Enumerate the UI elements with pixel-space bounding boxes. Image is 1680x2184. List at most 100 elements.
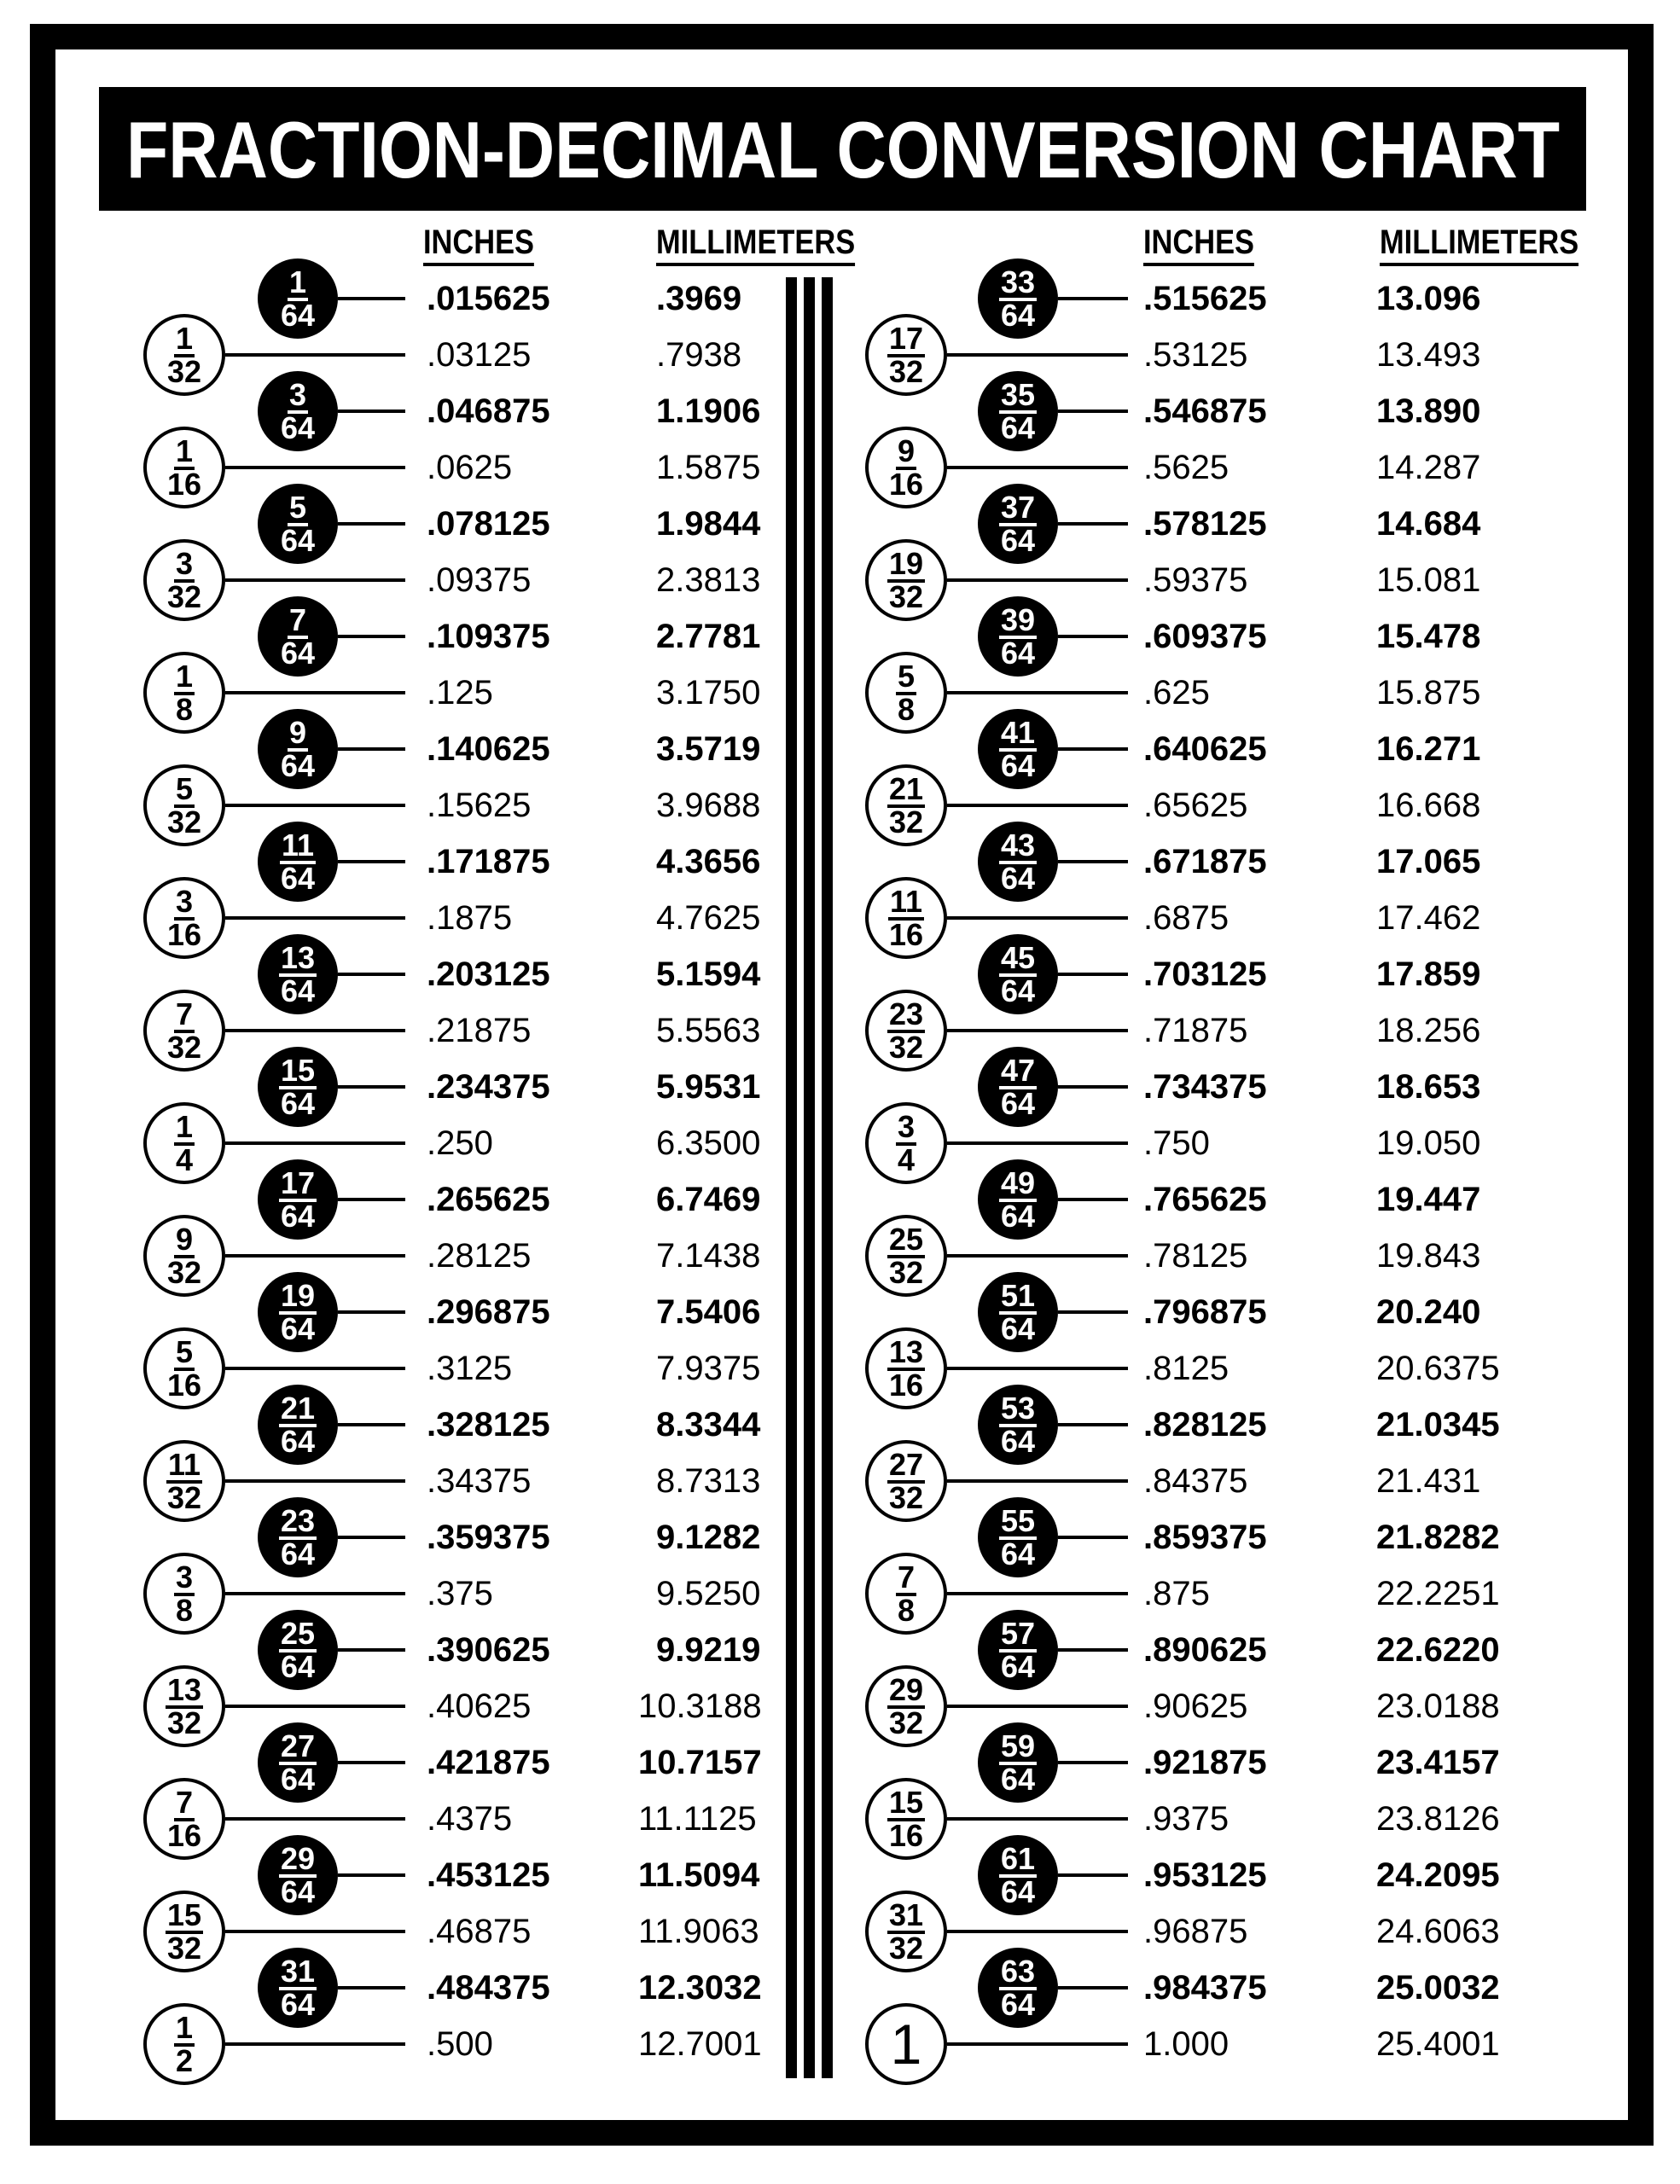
fraction-64th-circle: 11 64: [258, 822, 338, 902]
leader-line: [1058, 1198, 1128, 1201]
fraction-numerator: 9: [173, 1221, 195, 1258]
fraction-numerator: 41: [998, 714, 1038, 752]
inches-value: .03125: [427, 336, 532, 374]
fraction-numerator: 27: [887, 1446, 926, 1484]
leader-line: [1058, 860, 1128, 863]
fraction-64th-circle: 39 64: [978, 596, 1058, 677]
fraction-numerator: 1: [173, 1108, 195, 1146]
inches-value: .15625: [427, 787, 532, 824]
leader-line: [225, 1592, 405, 1595]
header-millimeters-right: MILLIMETERS: [1380, 224, 1579, 266]
fraction-denominator: 32: [166, 1029, 202, 1065]
fraction-numerator: 15: [887, 1784, 926, 1821]
fraction-denominator: 8: [897, 1592, 916, 1628]
header-inches-left: INCHES: [423, 224, 534, 266]
fraction-denominator: 16: [888, 1817, 924, 1853]
fraction-denominator: 32: [166, 1479, 202, 1515]
fraction-circle: 9 32: [143, 1215, 225, 1297]
inches-value: .015625: [427, 280, 550, 317]
fraction-circle: 3 16: [143, 877, 225, 959]
fraction-numerator: 21: [887, 770, 926, 808]
leader-line: [338, 1536, 405, 1539]
title-svg: FRACTION-DECIMAL CONVERSION CHART: [126, 105, 1560, 195]
millimeters-value: 13.096: [1376, 280, 1481, 317]
fraction-denominator: 64: [1000, 522, 1036, 558]
fraction-numerator: 55: [998, 1502, 1038, 1540]
fraction-denominator: 16: [166, 916, 202, 952]
millimeters-value: 24.6063: [1376, 1913, 1500, 1950]
fraction-denominator: 4: [897, 1141, 916, 1177]
inches-value: .8125: [1143, 1350, 1229, 1387]
fraction-64th-circle: 47 64: [978, 1047, 1058, 1127]
fraction-numerator: 45: [998, 939, 1038, 977]
millimeters-value: 11.1125: [638, 1800, 757, 1838]
fraction-64th-circle: 33 64: [978, 258, 1058, 339]
fraction-circle: 3 32: [143, 539, 225, 621]
fraction-numerator: 7: [173, 1784, 195, 1821]
fraction-circle: 11 16: [865, 877, 947, 959]
leader-line: [1058, 522, 1128, 526]
fraction-circle: 25 32: [865, 1215, 947, 1297]
fraction-numerator: 43: [998, 827, 1038, 864]
millimeters-value: 4.7625: [656, 899, 761, 937]
inches-value: .234375: [427, 1068, 550, 1106]
millimeters-value: 6.3500: [656, 1124, 761, 1162]
fraction-64th-circle: 15 64: [258, 1047, 338, 1127]
fraction-denominator: 2: [175, 2042, 194, 2078]
fraction-denominator: 16: [166, 466, 202, 502]
inches-value: .96875: [1143, 1913, 1248, 1950]
fraction-64th-circle: 21 64: [258, 1385, 338, 1465]
fraction-denominator: 32: [888, 353, 924, 389]
fraction-denominator: 64: [1000, 1310, 1036, 1346]
leader-line: [225, 1705, 405, 1708]
inches-value: .890625: [1143, 1631, 1267, 1669]
fraction-numerator: 11: [887, 883, 925, 921]
fraction-circle: 15 16: [865, 1778, 947, 1860]
fraction-denominator: 64: [280, 1761, 316, 1797]
leader-line: [947, 1817, 1128, 1821]
inches-value: .875: [1143, 1575, 1210, 1612]
header-millimeters-left: MILLIMETERS: [656, 224, 856, 266]
fraction-numerator: 57: [998, 1615, 1038, 1653]
fraction-denominator: 64: [1000, 297, 1036, 333]
inches-value: .171875: [427, 843, 550, 880]
leader-line: [225, 1479, 405, 1483]
fraction-64th-circle: 53 64: [978, 1385, 1058, 1465]
millimeters-value: 25.0032: [1376, 1969, 1500, 2007]
fraction-64th-circle: 17 64: [258, 1159, 338, 1240]
fraction-denominator: 64: [1000, 1536, 1036, 1571]
fraction-64th-circle: 25 64: [258, 1610, 338, 1690]
fraction-denominator: 32: [888, 1254, 924, 1290]
millimeters-value: 7.1438: [656, 1237, 761, 1275]
millimeters-value: 6.7469: [656, 1181, 761, 1218]
fraction-denominator: 8: [175, 691, 194, 727]
leader-line: [947, 1367, 1128, 1370]
fraction-numerator: 5: [895, 658, 917, 695]
fraction-denominator: 64: [280, 747, 316, 783]
fraction-numerator: 5: [173, 1333, 195, 1371]
leader-line: [947, 1141, 1128, 1145]
leader-line: [947, 353, 1128, 357]
fraction-64th-circle: 9 64: [258, 709, 338, 789]
millimeters-value: 5.1594: [656, 956, 761, 993]
fraction-64th-circle: 29 64: [258, 1835, 338, 1915]
fraction-circle: 11 32: [143, 1440, 225, 1522]
inches-value: .750: [1143, 1124, 1210, 1162]
fraction-numerator: 13: [278, 939, 317, 977]
fraction-circle: 1: [865, 2003, 947, 2085]
fraction-numerator: 37: [998, 489, 1038, 526]
inches-value: .359375: [427, 1519, 550, 1556]
inches-value: .3125: [427, 1350, 513, 1387]
leader-line: [225, 2042, 405, 2046]
millimeters-value: 15.081: [1376, 561, 1481, 599]
fraction-denominator: 32: [888, 1705, 924, 1740]
fraction-numerator: 15: [165, 1896, 204, 1934]
fraction-64th-circle: 5 64: [258, 484, 338, 564]
fraction-denominator: 64: [280, 522, 316, 558]
fraction-numerator: 1: [287, 264, 309, 301]
millimeters-value: 21.0345: [1376, 1406, 1500, 1443]
inches-value: .59375: [1143, 561, 1248, 599]
fraction-denominator: 64: [280, 1648, 316, 1684]
